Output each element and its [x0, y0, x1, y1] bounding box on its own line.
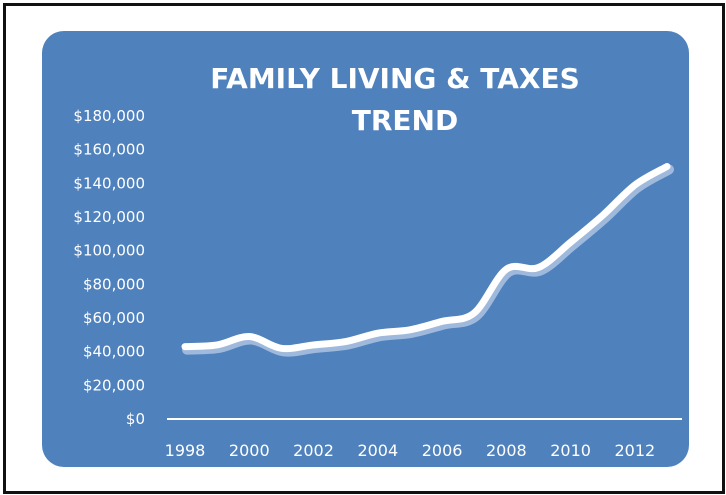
y-tick-label: $180,000 [73, 107, 145, 125]
data-point [600, 212, 606, 218]
data-point [632, 182, 638, 188]
data-point [278, 345, 284, 351]
x-tick-label: 2000 [229, 441, 270, 460]
data-point [471, 310, 477, 316]
data-point [664, 164, 670, 169]
x-axis-tick-labels: 1998 2000 2002 2004 2006 2008 2010 2012 [165, 441, 656, 460]
chart-title-line-2: TREND [352, 104, 458, 137]
y-tick-label: $80,000 [83, 275, 145, 293]
line-chart: FAMILY LIVING & TAXES TREND $180,000 $160… [73, 62, 682, 460]
y-tick-label: $120,000 [73, 208, 145, 226]
y-tick-label: $100,000 [73, 242, 145, 260]
data-point [535, 265, 541, 270]
x-tick-label: 2004 [357, 441, 398, 460]
x-tick-label: 1998 [165, 441, 206, 460]
x-tick-label: 2006 [422, 441, 463, 460]
y-tick-label: $20,000 [83, 376, 145, 394]
x-tick-label: 2008 [486, 441, 527, 460]
chart-card: FAMILY LIVING & TAXES TREND $180,000 $160… [42, 31, 689, 467]
data-point [568, 239, 574, 245]
x-tick-label: 2012 [615, 441, 656, 460]
data-point [375, 330, 381, 336]
y-tick-label: $0 [126, 410, 145, 428]
data-point [407, 327, 413, 333]
data-point [503, 266, 509, 272]
data-point [343, 339, 349, 345]
series-line [181, 163, 671, 353]
series-line-group [181, 163, 674, 357]
y-tick-label: $160,000 [73, 141, 145, 159]
x-tick-label: 2010 [550, 441, 591, 460]
data-point [311, 342, 317, 348]
y-axis-tick-labels: $180,000 $160,000 $140,000 $120,000 $100,000… [73, 107, 145, 428]
data-point [182, 344, 188, 350]
data-point [246, 334, 252, 340]
y-tick-label: $60,000 [83, 309, 145, 327]
y-tick-label: $140,000 [73, 174, 145, 192]
y-tick-label: $40,000 [83, 343, 145, 361]
data-point [214, 342, 220, 348]
data-point [439, 318, 445, 324]
chart-title-line-1: FAMILY LIVING & TAXES [210, 62, 580, 95]
drop-lines [184, 166, 668, 419]
x-tick-label: 2002 [293, 441, 334, 460]
chart-frame: FAMILY LIVING & TAXES TREND $180,000 $160… [3, 3, 725, 494]
